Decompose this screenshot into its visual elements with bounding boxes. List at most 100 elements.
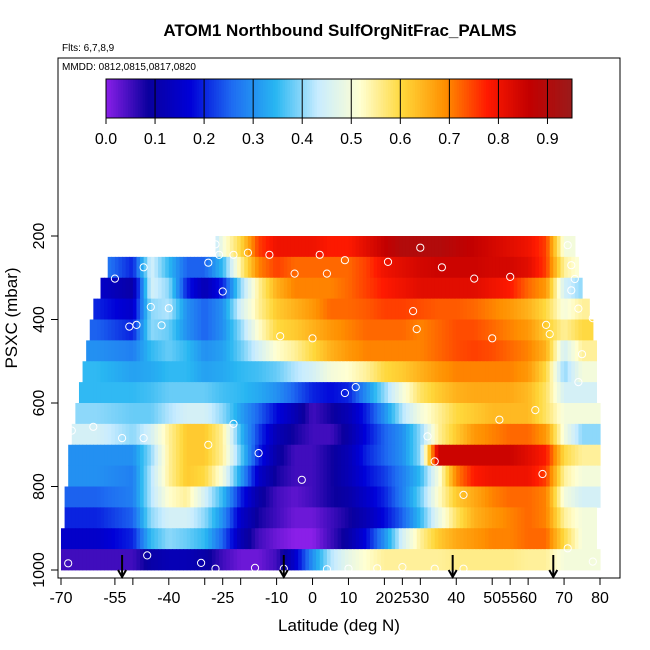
heatmap-cell <box>510 423 515 446</box>
heatmap-cell <box>352 319 357 341</box>
heatmap-cell <box>129 549 134 571</box>
heatmap-cell <box>391 528 396 550</box>
colorbar-cell <box>510 79 514 118</box>
colorbar-cell <box>216 79 220 118</box>
colorbar-cell <box>402 79 406 118</box>
heatmap-cell <box>459 298 465 320</box>
sample-point <box>412 325 421 334</box>
heatmap-cell <box>93 465 98 487</box>
heatmap-cell <box>290 486 296 508</box>
heatmap-cell <box>276 507 281 529</box>
heatmap-cell <box>244 528 249 550</box>
heatmap-cell <box>370 340 375 362</box>
heatmap-cell <box>359 486 364 508</box>
heatmap-cell <box>578 298 583 320</box>
sample-point <box>322 269 331 278</box>
heatmap-cell <box>290 319 296 341</box>
heatmap-cell <box>438 465 443 487</box>
heatmap-cell <box>549 423 554 446</box>
heatmap-row <box>68 444 601 467</box>
heatmap-cell <box>427 340 432 362</box>
heatmap-cell <box>312 486 317 508</box>
heatmap-cell <box>427 382 432 404</box>
heatmap-cell <box>143 444 148 467</box>
heatmap-cell <box>456 361 461 383</box>
heatmap-cell <box>100 486 105 508</box>
heatmap-cell <box>427 549 432 571</box>
heatmap-cell <box>305 298 310 320</box>
heatmap-cell <box>520 382 526 404</box>
heatmap-cell <box>240 403 245 425</box>
heatmap-cell <box>219 361 224 383</box>
heatmap-cell <box>477 236 483 258</box>
heatmap-cell <box>308 486 314 508</box>
colorbar-cell <box>159 79 163 118</box>
heatmap-cell <box>513 382 518 404</box>
heatmap-cell <box>467 319 472 341</box>
heatmap-cell <box>553 319 558 341</box>
heatmap-cell <box>452 444 457 467</box>
heatmap-cell <box>341 549 346 571</box>
heatmap-cell <box>158 507 163 529</box>
heatmap-cell <box>111 256 116 279</box>
heatmap-cell <box>538 256 544 279</box>
heatmap-cell <box>520 236 526 258</box>
heatmap-cell <box>82 382 87 404</box>
heatmap-cell <box>140 298 145 320</box>
heatmap-cell <box>312 403 317 425</box>
heatmap-cell <box>596 423 601 446</box>
heatmap-cell <box>574 256 580 279</box>
arrow <box>278 555 289 580</box>
heatmap-cell <box>373 403 378 425</box>
heatmap-cell <box>244 507 249 529</box>
heatmap-cell <box>276 403 281 425</box>
heatmap-cell <box>467 361 472 383</box>
heatmap-cell <box>316 403 321 425</box>
heatmap-cell <box>477 423 483 446</box>
heatmap-cell <box>114 423 120 446</box>
heatmap-cell <box>100 382 105 404</box>
heatmap-cell <box>280 444 285 467</box>
heatmap-cell <box>352 528 357 550</box>
heatmap-cell <box>312 340 317 362</box>
heatmap-cell <box>165 444 170 467</box>
colorbar-cell <box>186 79 190 118</box>
sample-point <box>470 274 479 283</box>
heatmap-cell <box>413 256 418 279</box>
heatmap-cell <box>326 382 332 404</box>
heatmap-cell <box>290 528 296 550</box>
heatmap-cell <box>359 298 364 320</box>
heatmap-cell <box>82 486 87 508</box>
heatmap-cell <box>492 319 497 341</box>
heatmap-cell <box>154 423 159 446</box>
heatmap-cell <box>219 298 224 320</box>
colorbar-cell <box>169 79 173 118</box>
heatmap-cell <box>179 298 184 320</box>
heatmap-cell <box>244 549 249 571</box>
heatmap-cell <box>122 361 127 383</box>
heatmap-cell <box>413 528 418 550</box>
heatmap-cell <box>204 403 209 425</box>
heatmap-cell <box>262 528 267 550</box>
heatmap-cell <box>481 444 486 467</box>
colorbar-cell <box>267 79 271 118</box>
heatmap-cell <box>308 340 314 362</box>
heatmap-cell <box>359 361 364 383</box>
heatmap-cell <box>114 256 120 279</box>
heatmap-cell <box>68 528 73 550</box>
heatmap-cell <box>319 340 324 362</box>
heatmap-cell <box>290 340 296 362</box>
sample-point <box>545 330 554 339</box>
heatmap-cell <box>560 528 565 550</box>
heatmap-cell <box>301 340 306 362</box>
heatmap-cell <box>495 382 500 404</box>
heatmap-cell <box>334 486 339 508</box>
heatmap-cell <box>481 319 486 341</box>
heatmap-cell <box>211 423 217 446</box>
heatmap-cell <box>416 486 421 508</box>
heatmap-cell <box>373 528 378 550</box>
heatmap-cell <box>161 486 166 508</box>
heatmap-cell <box>373 507 378 529</box>
heatmap-row <box>93 298 590 320</box>
heatmap-cell <box>132 382 138 404</box>
